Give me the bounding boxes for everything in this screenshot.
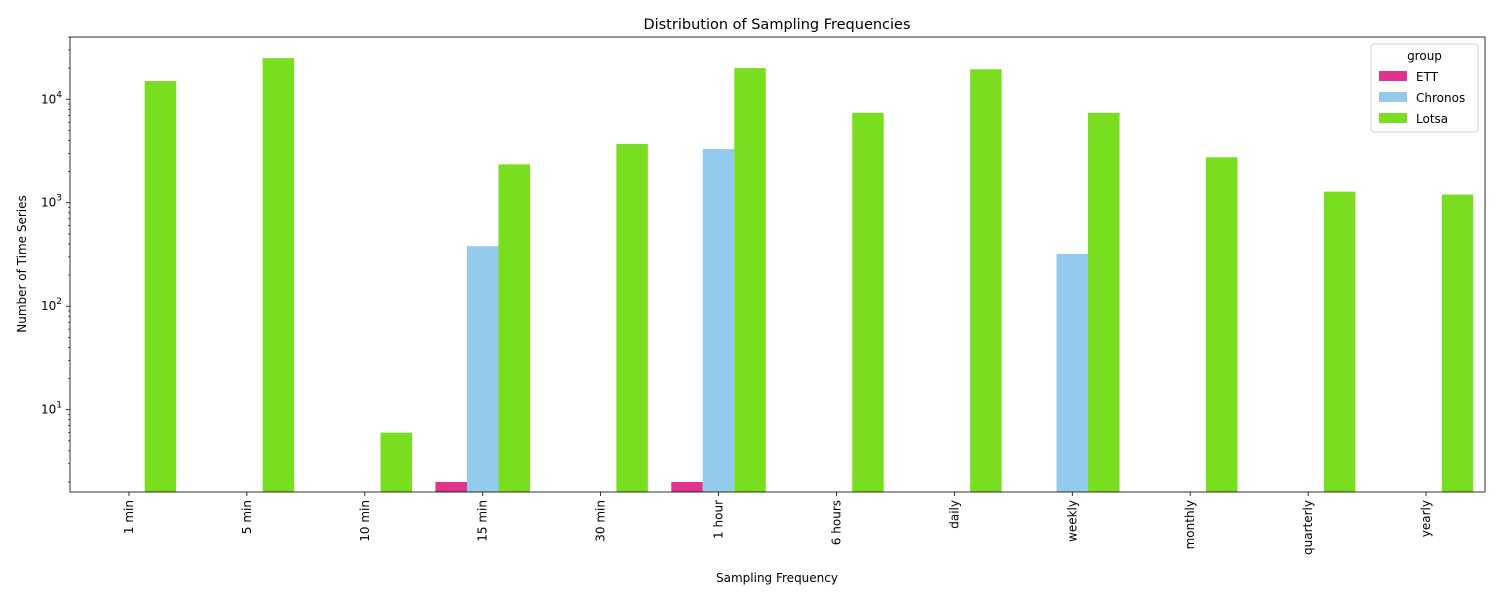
bars-group — [144, 58, 1474, 493]
x-tick-label: yearly — [1419, 500, 1433, 537]
legend-label-lotsa: Lotsa — [1416, 112, 1448, 126]
x-tick-label: 1 min — [122, 500, 136, 534]
x-tick-label: monthly — [1183, 500, 1197, 549]
bar-lotsa-8 — [1088, 112, 1120, 492]
bar-lotsa-9 — [1205, 157, 1238, 493]
legend-swatch-ett — [1379, 71, 1407, 81]
y-axis-label: Number of Time Series — [15, 195, 29, 332]
bar-lotsa-0 — [144, 81, 177, 492]
plot-frame — [69, 36, 1486, 493]
bar-ett-3 — [435, 481, 467, 492]
legend-label-chronos: Chronos — [1416, 91, 1465, 105]
x-axis-label: Sampling Frequency — [716, 571, 838, 585]
bar-lotsa-4 — [616, 143, 648, 492]
x-tick-label: daily — [947, 500, 961, 529]
x-tick-label: 15 min — [476, 500, 490, 542]
legend-title: group — [1407, 49, 1442, 63]
bar-lotsa-1 — [262, 58, 295, 493]
y-tick-label: 101 — [41, 401, 62, 417]
x-tick-label: 1 hour — [712, 500, 726, 539]
legend-label-ett: ETT — [1416, 70, 1439, 84]
y-ticks: 101 102 103 104 — [41, 36, 70, 483]
bar-lotsa-10 — [1323, 191, 1356, 492]
y-tick-label: 103 — [41, 194, 62, 210]
bar-lotsa-11 — [1441, 194, 1474, 493]
bar-lotsa-3 — [498, 164, 530, 493]
x-tick-label: quarterly — [1301, 500, 1315, 555]
bar-lotsa-5 — [734, 68, 766, 492]
y-tick-label: 104 — [41, 90, 62, 106]
x-tick-label: 5 min — [240, 500, 254, 534]
bar-lotsa-2 — [380, 432, 413, 492]
bar-lotsa-6 — [852, 112, 884, 492]
legend: group ETT Chronos Lotsa — [1370, 43, 1479, 133]
bar-chronos-8 — [1056, 253, 1089, 492]
x-ticks: 1 min 5 min 10 min 15 min 30 min 1 hour 6 hour… — [122, 492, 1433, 555]
x-tick-label: weekly — [1065, 500, 1079, 542]
x-tick-label: 10 min — [358, 500, 372, 542]
bar-ett-5 — [671, 481, 703, 492]
chart-title: Distribution of Sampling Frequencies — [643, 17, 910, 33]
x-tick-label: 6 hours — [829, 500, 843, 545]
x-tick-label: 30 min — [594, 500, 608, 542]
legend-swatch-lotsa — [1379, 113, 1407, 123]
bar-chronos-3 — [466, 246, 499, 492]
bar-chronos-5 — [702, 149, 735, 492]
legend-swatch-chronos — [1379, 92, 1407, 102]
bar-lotsa-7 — [970, 69, 1002, 492]
legend-box — [1370, 43, 1479, 133]
y-tick-label: 102 — [41, 297, 62, 313]
